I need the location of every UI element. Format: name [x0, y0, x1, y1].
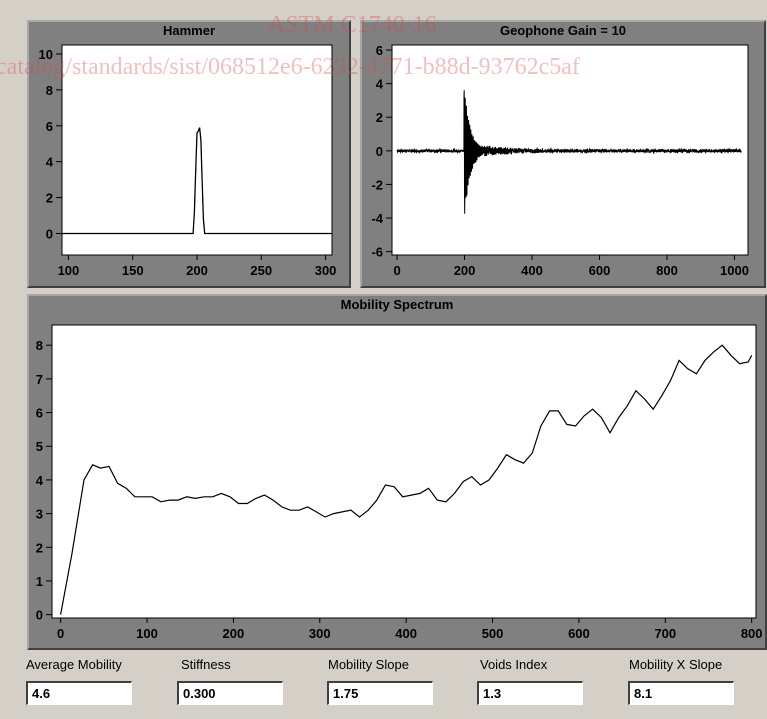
hammer-x-tick-label: 250 [250, 263, 272, 278]
geophone-y-tick-label: 4 [376, 77, 384, 92]
mobility-x-tick-label: 300 [309, 626, 331, 641]
hammer-x-tick-label: 150 [122, 263, 144, 278]
geophone-series-line [396, 90, 742, 214]
mobility-y-tick-label: 7 [36, 372, 43, 387]
mobility-y-tick-label: 5 [36, 439, 43, 454]
hammer-y-tick-label: 10 [39, 47, 53, 62]
geophone-y-tick-label: 0 [376, 144, 383, 159]
geophone-y-tick-label: -4 [371, 211, 383, 226]
geophone-title: Geophone Gain = 10 [499, 23, 627, 38]
voids-index-field[interactable]: 1.3 [477, 681, 583, 705]
hammer-title: Hammer [162, 23, 216, 38]
hammer-y-tick-label: 8 [46, 83, 53, 98]
stiffness-label: Stiffness [181, 657, 231, 672]
average-mobility-label: Average Mobility [26, 657, 122, 672]
mobility-y-tick-label: 8 [36, 338, 43, 353]
hammer-series-line [62, 127, 332, 235]
mobility-y-tick-label: 4 [36, 473, 44, 488]
mobility-title: Mobility Spectrum [340, 297, 454, 312]
hammer-y-tick-label: 0 [46, 226, 53, 241]
mobility-x-tick-label: 800 [741, 626, 763, 641]
geophone-y-tick-label: 2 [376, 110, 383, 125]
hammer-x-tick-label: 200 [186, 263, 208, 278]
mobility-slope-label: Mobility Slope [328, 657, 409, 672]
hammer-y-tick-label: 2 [46, 191, 53, 206]
hammer-x-tick-label: 100 [58, 263, 80, 278]
hammer-y-tick-label: 6 [46, 119, 53, 134]
mobility-y-tick-label: 6 [36, 406, 43, 421]
stiffness-field[interactable]: 0.300 [177, 681, 283, 705]
geophone-x-tick-label: 0 [393, 263, 400, 278]
mobility-y-tick-label: 1 [36, 574, 43, 589]
mobility-series-line [60, 344, 753, 615]
geophone-y-tick-label: 6 [376, 43, 383, 58]
mobility-x-tick-label: 100 [136, 626, 158, 641]
mobility-x-tick-label: 700 [654, 626, 676, 641]
mobility-x-tick-label: 600 [568, 626, 590, 641]
mobility-x-tick-label: 200 [223, 626, 245, 641]
geophone-x-tick-label: 200 [454, 263, 476, 278]
mobility-y-tick-label: 3 [36, 507, 43, 522]
geophone-x-tick-label: 400 [521, 263, 543, 278]
mobility-x-tick-label: 0 [57, 626, 64, 641]
geophone-y-tick-label: -2 [371, 177, 383, 192]
mobility-x-tick-label: 400 [395, 626, 417, 641]
mobility-slope-field[interactable]: 1.75 [327, 681, 433, 705]
hammer-x-tick-label: 300 [315, 263, 337, 278]
voids-index-label: Voids Index [480, 657, 548, 672]
hammer-y-tick-label: 4 [46, 155, 54, 170]
mobility-x-slope-label: Mobility X Slope [629, 657, 723, 672]
mobility-x-slope-field[interactable]: 8.1 [628, 681, 734, 705]
mobility-y-tick-label: 2 [36, 540, 43, 555]
mobility-x-tick-label: 500 [482, 626, 504, 641]
geophone-x-tick-label: 1000 [720, 263, 749, 278]
geophone-x-tick-label: 600 [589, 263, 611, 278]
mobility-plot-area [51, 324, 757, 619]
geophone-y-tick-label: -6 [371, 245, 383, 260]
mobility-y-tick-label: 0 [36, 608, 43, 623]
average-mobility-field[interactable]: 4.6 [26, 681, 132, 705]
geophone-x-tick-label: 800 [656, 263, 678, 278]
